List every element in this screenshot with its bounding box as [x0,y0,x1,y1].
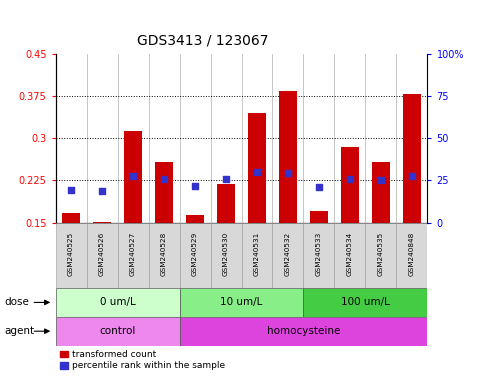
Bar [248,113,266,223]
Text: GSM240528: GSM240528 [161,232,167,276]
Text: 10 um/L: 10 um/L [220,297,263,308]
Point [346,176,354,182]
Bar [86,223,117,288]
Point [284,170,292,176]
Text: GSM240529: GSM240529 [192,232,198,276]
Bar [334,223,366,288]
Text: GSM240525: GSM240525 [68,232,74,276]
Text: GSM240533: GSM240533 [316,232,322,276]
Text: GSM240531: GSM240531 [254,232,260,276]
Text: GDS3413 / 123067: GDS3413 / 123067 [137,34,269,48]
Point [160,176,168,182]
Point [408,173,416,179]
Bar [403,94,421,223]
Text: GSM240848: GSM240848 [409,232,415,276]
Bar [242,223,272,288]
Bar [303,223,334,288]
Bar [217,184,235,223]
Bar [186,215,204,223]
Text: GSM240526: GSM240526 [99,232,105,276]
Text: control: control [99,326,136,336]
Point [315,184,323,190]
Point [222,176,230,182]
Text: dose: dose [5,297,30,308]
Bar [180,317,427,346]
Bar [56,317,180,346]
Bar [180,288,303,317]
Bar [341,147,359,223]
Bar [117,223,149,288]
Bar [272,223,303,288]
Bar [93,222,112,223]
Bar [62,213,80,223]
Text: 100 um/L: 100 um/L [341,297,390,308]
Bar [155,162,173,223]
Bar [56,288,180,317]
Text: GSM240527: GSM240527 [130,232,136,276]
Point [67,187,75,193]
Bar [279,91,297,223]
Point [98,187,106,194]
Bar [56,223,86,288]
Bar [372,162,390,223]
Text: GSM240534: GSM240534 [347,232,353,276]
Bar [366,223,397,288]
Bar [303,288,427,317]
Bar [149,223,180,288]
Bar [180,223,211,288]
Bar [310,212,328,223]
Bar [124,131,142,223]
Point [129,173,137,179]
Text: agent: agent [5,326,35,336]
Text: GSM240530: GSM240530 [223,232,229,276]
Point [253,169,261,175]
Text: homocysteine: homocysteine [267,326,340,336]
Point [191,183,199,189]
Text: GSM240535: GSM240535 [378,232,384,276]
Bar [211,223,242,288]
Legend: transformed count, percentile rank within the sample: transformed count, percentile rank withi… [60,350,225,371]
Bar [397,223,427,288]
Text: 0 um/L: 0 um/L [99,297,135,308]
Point [377,177,385,184]
Text: GSM240532: GSM240532 [285,232,291,276]
